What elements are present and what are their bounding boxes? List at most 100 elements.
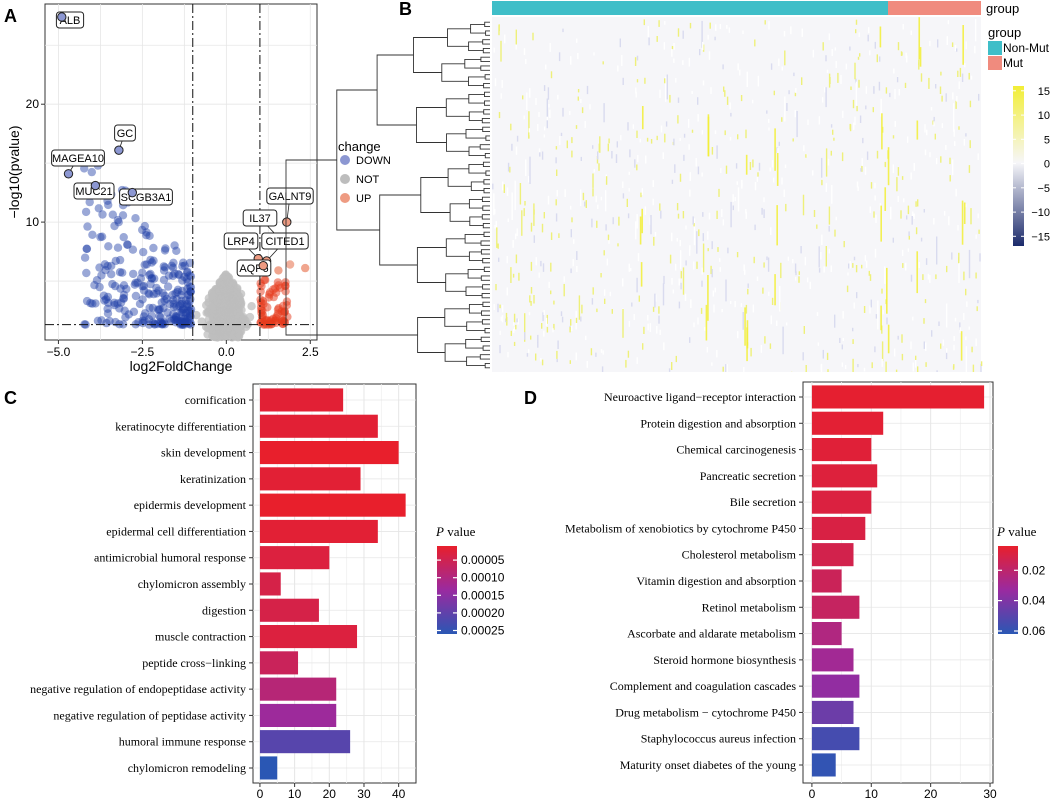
heatmap-cell	[953, 129, 955, 137]
volcano-point	[111, 256, 121, 266]
go-bar	[259, 546, 330, 570]
dendrogram-branch	[447, 168, 472, 187]
kegg-legend-tick-label: 0.06	[1022, 624, 1046, 638]
go-category-label: humoral immune response	[119, 735, 246, 749]
heatmap-cell	[597, 151, 599, 160]
dendrogram-branch	[285, 159, 418, 336]
heatmap-cell	[949, 175, 951, 182]
heatmap-cell	[569, 205, 572, 210]
heatmap-cell	[903, 198, 905, 203]
gene-label-box	[242, 209, 278, 227]
dendrogram-branch	[413, 37, 448, 73]
volcano-point	[156, 317, 165, 327]
heatmap-cell	[711, 269, 713, 278]
heatmap-cell	[802, 194, 805, 216]
heatmap-cell	[737, 63, 739, 71]
heatmap-cell	[598, 163, 600, 171]
heatmap-cell	[548, 104, 550, 108]
heatmap-cell	[570, 56, 572, 65]
volcano-point	[142, 231, 151, 240]
heatmap-cell	[802, 352, 804, 361]
volcano-point	[129, 307, 139, 316]
heatmap-cell	[691, 129, 694, 133]
kegg-x-tick-label: 30	[983, 787, 997, 798]
heatmap-cell	[746, 71, 748, 88]
heatmap-cell	[826, 69, 829, 73]
gene-label-galnt9: GALNT9	[269, 191, 312, 203]
heatmap-cell	[541, 151, 544, 160]
volcano-point	[180, 261, 189, 270]
heatmap-cell	[555, 213, 558, 222]
legend-label-not: NOT	[356, 174, 380, 186]
heatmap-cell	[722, 219, 725, 226]
go-x-tick-label: 0	[257, 787, 264, 798]
heatmap-cell	[607, 234, 610, 241]
heatmap-cell	[688, 249, 691, 256]
heatmap-cell	[965, 336, 967, 341]
heatmap-cell	[960, 331, 963, 361]
go-bar	[259, 703, 337, 727]
heatmap-cell	[928, 77, 930, 89]
heatmap-cell	[509, 166, 511, 173]
heatmap-cell	[658, 315, 660, 324]
heatmap-cell	[671, 46, 674, 50]
heatmap-cell	[958, 252, 960, 261]
gene-label-magea10: MAGEA10	[52, 153, 104, 165]
heatmap-cell	[522, 95, 524, 100]
dendrogram-branch	[484, 327, 490, 334]
volcano-y-tick-label: 10	[26, 215, 40, 229]
heatmap-cell	[893, 348, 896, 357]
heatmap-cell	[861, 165, 863, 172]
volcano-point	[168, 271, 178, 281]
volcano-point	[140, 316, 149, 325]
go-category-label: negative regulation of endopeptidase act…	[30, 682, 246, 696]
volcano-point	[154, 305, 164, 315]
heatmap-cell	[897, 167, 900, 176]
heatmap-cell	[702, 80, 705, 86]
volcano-point	[156, 313, 165, 322]
kegg-bar-chart: Neuroactive ligand−receptor interaction P…	[565, 381, 1046, 798]
volcano-point	[119, 233, 128, 242]
kegg-category-label: Vitamin digestion and absorption	[636, 574, 796, 588]
heatmap-cell	[761, 207, 763, 215]
heatmap-cell	[682, 211, 685, 219]
heatmap-cell	[974, 19, 977, 42]
dendrogram-branch	[480, 336, 490, 343]
heatmap-cell	[855, 19, 858, 25]
dendrogram-branch	[479, 144, 490, 150]
heatmap-cell	[850, 86, 852, 90]
heatmap-cell	[566, 140, 568, 149]
heatmap-cell	[910, 341, 912, 350]
heatmap-cell	[829, 77, 831, 84]
volcano-point	[177, 290, 186, 300]
heatmap-cell	[689, 22, 692, 29]
volcano-point	[177, 307, 187, 316]
heatmap-cell	[590, 348, 593, 356]
heatmap-cell	[712, 290, 715, 297]
dendrogram-branch	[469, 216, 484, 227]
heatmap-cell	[714, 287, 716, 293]
volcano-point	[130, 280, 139, 289]
heatmap-cell	[907, 205, 910, 215]
volcano-point	[108, 279, 117, 289]
heatmap-cell	[963, 271, 965, 281]
gene-label-muc21: MUC21	[75, 186, 112, 198]
legend-swatch-non-mut	[988, 41, 1002, 55]
kegg-pvalue-colorbar	[998, 546, 1018, 634]
heatmap-cell	[726, 364, 728, 372]
volcano-point	[158, 319, 167, 328]
heatmap-cell	[911, 216, 913, 225]
heatmap-cell	[804, 256, 807, 266]
heatmap-cell	[889, 92, 891, 98]
heatmap-cell	[940, 343, 942, 349]
heatmap-cell	[576, 251, 578, 260]
volcano-point	[82, 268, 91, 278]
heatmap-cell	[556, 358, 558, 363]
dendrogram-branch	[445, 273, 469, 292]
heatmap-cell	[750, 347, 752, 357]
heatmap-cell	[647, 323, 649, 331]
heatmap-cell	[647, 25, 649, 38]
heatmap-cell	[896, 177, 898, 192]
go-category-label: chylomicron remodeling	[128, 761, 246, 775]
volcano-point	[208, 303, 217, 312]
